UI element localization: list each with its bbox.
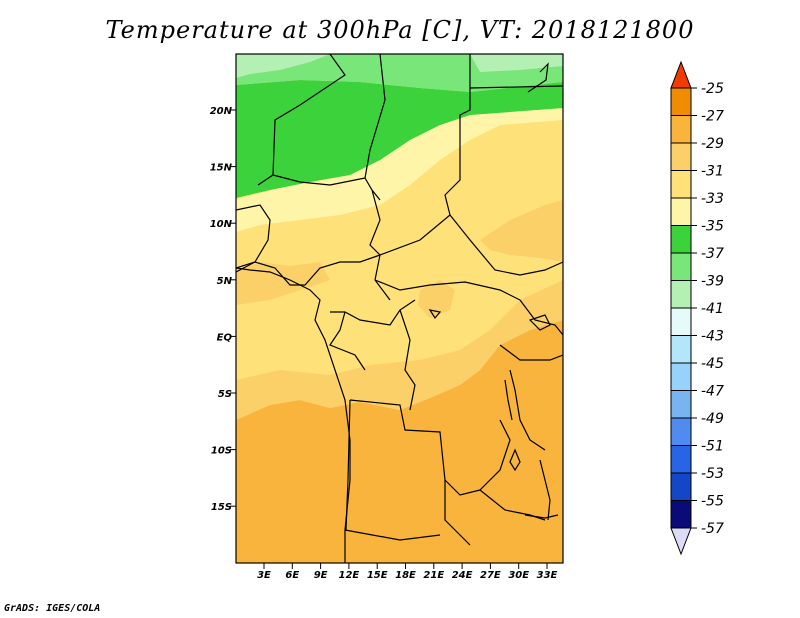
longitude-axis: 3E 6E 9E 12E 15E 18E 21E 24E 27E 30E 33E: [257, 563, 558, 581]
lat-tick-label: 15S: [211, 502, 232, 513]
colorbar-swatch: [670, 142, 692, 171]
lat-tick-label: 10N: [210, 219, 233, 230]
colorbar-swatch: [670, 362, 692, 391]
lon-tick-label: 33E: [537, 570, 558, 581]
colorbar-swatch: [670, 280, 692, 309]
lon-tick-label: 15E: [367, 570, 388, 581]
lon-tick-label: 30E: [508, 570, 529, 581]
map-title: Temperature at 300hPa [C], VT: 201812180…: [105, 16, 695, 44]
colorbar-swatch: [670, 445, 692, 474]
field-region-minus37: [236, 80, 563, 198]
country-borders: [236, 54, 563, 563]
lat-tick-label: 15N: [210, 163, 233, 174]
lon-tick-label: 6E: [285, 570, 299, 581]
colorbar-label: -45: [701, 356, 724, 372]
field-region-minus31-west: [236, 262, 330, 305]
colorbar-label: -33: [701, 191, 724, 207]
latitude-axis: 20N 15N 10N 5N EQ 5S 10S 15S: [210, 106, 236, 513]
colorbar-swatch: [670, 472, 692, 501]
colorbar-label: -37: [701, 246, 724, 262]
colorbar: -25 -27 -29 -31 -33 -35 -37 -39 -41 -43 -45 -47 -49 -…: [670, 60, 724, 556]
colorbar-label: -39: [701, 274, 724, 290]
field-region-minus35: [236, 108, 563, 232]
temperature-field: [236, 54, 563, 563]
colorbar-swatch: [670, 225, 692, 254]
lat-tick-label: 5S: [218, 389, 232, 400]
lon-tick-label: 18E: [395, 570, 416, 581]
colorbar-swatch: [670, 307, 692, 336]
colorbar-swatch: [670, 197, 692, 226]
colorbar-label: -53: [701, 466, 724, 482]
grads-credit: GrADS: IGES/COLA: [4, 603, 101, 614]
lon-tick-label: 21E: [423, 570, 444, 581]
field-region-minus31-center: [418, 280, 455, 318]
colorbar-swatch: [670, 170, 692, 199]
colorbar-label: -25: [701, 81, 724, 97]
colorbar-swatch: [670, 500, 692, 529]
lon-tick-label: 3E: [257, 570, 271, 581]
field-region-minus31-east: [480, 200, 563, 262]
lat-tick-label: 20N: [210, 106, 233, 117]
colorbar-swatch: [670, 390, 692, 419]
colorbar-label: -47: [701, 384, 724, 400]
colorbar-bottom-arrow: [670, 527, 692, 556]
colorbar-label: -35: [701, 219, 724, 235]
lat-tick-label: 5N: [217, 276, 233, 287]
colorbar-label: -27: [701, 109, 724, 125]
lon-tick-label: 24E: [452, 570, 473, 581]
colorbar-swatch: [670, 252, 692, 281]
colorbar-swatch: [670, 115, 692, 144]
colorbar-label: -49: [701, 411, 724, 427]
colorbar-label: -31: [701, 164, 724, 180]
colorbar-label: -43: [701, 329, 724, 345]
field-region-minus41-east: [470, 54, 563, 72]
colorbar-label: -51: [701, 439, 724, 455]
colorbar-label: -55: [701, 494, 724, 510]
colorbar-label: -57: [701, 521, 724, 537]
lon-tick-label: 12E: [339, 570, 360, 581]
lon-tick-label: 9E: [314, 570, 328, 581]
colorbar-top-arrow: [670, 60, 692, 89]
lat-tick-label: EQ: [217, 332, 233, 343]
colorbar-swatch: [670, 87, 692, 116]
colorbar-label: -41: [701, 301, 724, 317]
colorbar-swatch: [670, 335, 692, 364]
field-region-minus29-south: [236, 320, 563, 563]
colorbar-label: -29: [701, 136, 724, 152]
lat-tick-label: 10S: [211, 446, 232, 457]
map-frame: [235, 53, 564, 564]
field-region-minus31-south: [236, 280, 563, 420]
lon-tick-label: 27E: [480, 570, 501, 581]
colorbar-swatch: [670, 417, 692, 446]
field-region-minus41: [236, 54, 330, 78]
